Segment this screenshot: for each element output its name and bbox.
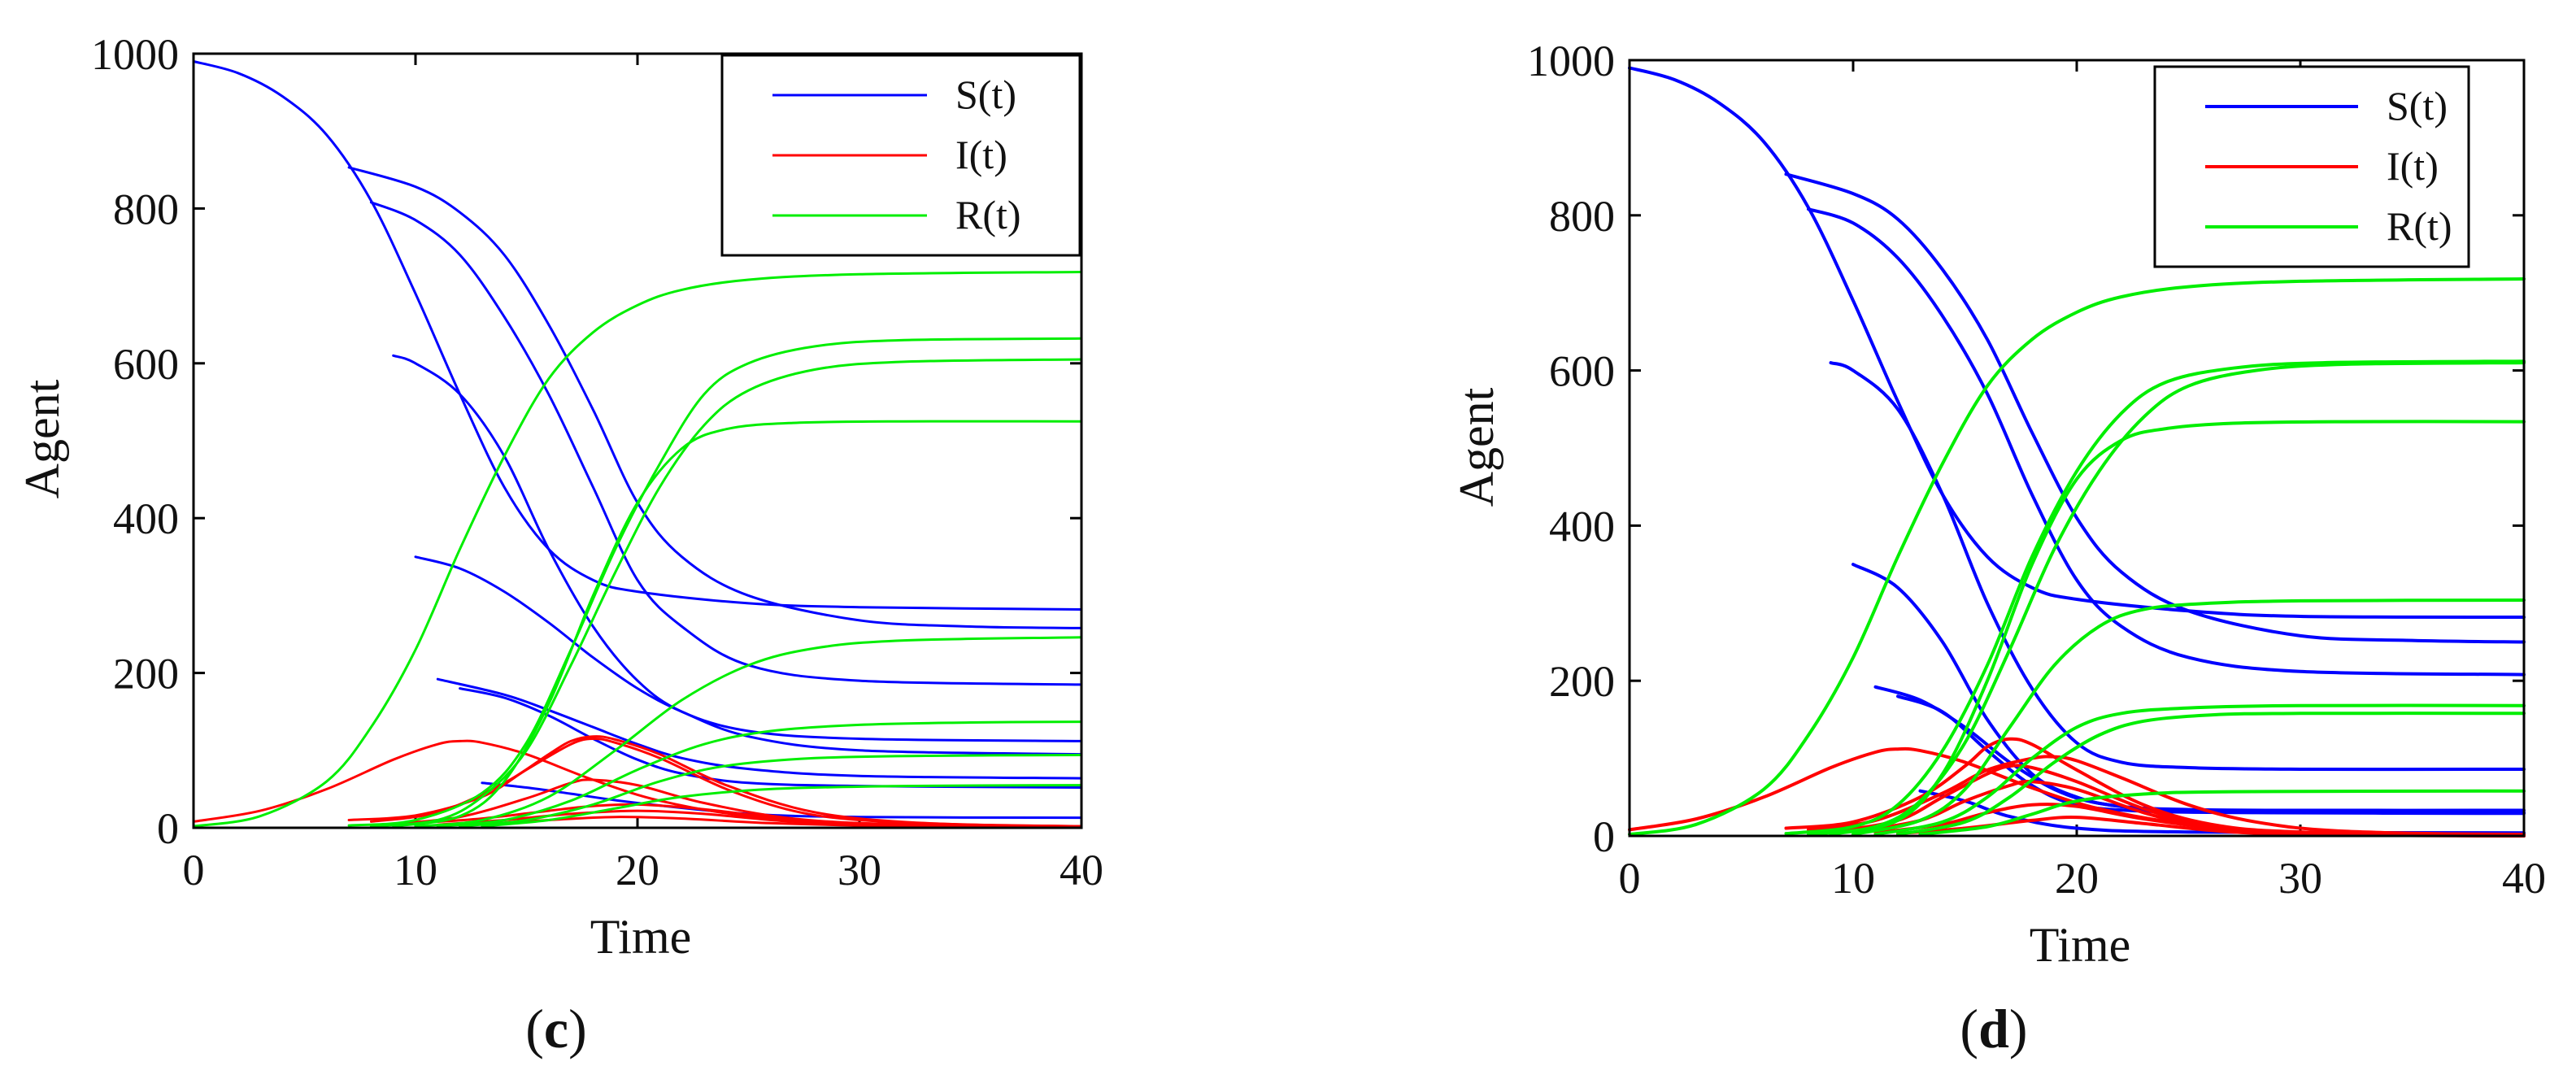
legend-entry-i: I(t) bbox=[772, 132, 1007, 177]
x-ticks: 0 10 20 30 40 bbox=[1619, 60, 2546, 903]
legend: S(t) I(t) R(t) bbox=[2153, 65, 2470, 268]
series-line-s-1 bbox=[347, 166, 1083, 629]
series-line-r-22 bbox=[1918, 789, 2526, 837]
x-tick-label: 20 bbox=[616, 846, 659, 894]
series-line-r-15 bbox=[192, 271, 1083, 828]
series-line-r-19 bbox=[414, 636, 1083, 828]
x-tick-label: 40 bbox=[1060, 846, 1103, 894]
series-line-s-2 bbox=[369, 201, 1083, 686]
series-line-s-3 bbox=[1829, 361, 2526, 772]
x-tick-label: 10 bbox=[1831, 854, 1875, 903]
legend-entry-i: I(t) bbox=[2205, 143, 2439, 189]
panel-d: Agent Time (d) 0 200 400 600 800 1000 0 10 20 30… bbox=[1450, 37, 2546, 1060]
y-tick-label: 0 bbox=[157, 804, 179, 853]
y-tick-label: 1000 bbox=[1527, 37, 1615, 85]
series-line-r-17 bbox=[1807, 361, 2526, 837]
legend-label-s: S(t) bbox=[2387, 83, 2448, 128]
legend-label-r: R(t) bbox=[2387, 203, 2452, 249]
x-tick-label: 30 bbox=[2278, 854, 2322, 903]
series-line-r-22 bbox=[481, 784, 1083, 828]
series-line-r-19 bbox=[1852, 598, 2526, 837]
series-line-i-10 bbox=[1807, 755, 2526, 837]
y-tick-label: 400 bbox=[1549, 502, 1615, 551]
panel-c: Agent Time (c) 0 200 400 600 800 1000 0 10 20 30… bbox=[15, 30, 1103, 1060]
x-tick-label: 40 bbox=[2502, 854, 2546, 903]
y-axis-label: Agent bbox=[1450, 387, 1503, 507]
y-tick-label: 600 bbox=[113, 340, 179, 389]
y-tick-label: 200 bbox=[113, 650, 179, 698]
legend-entry-r: R(t) bbox=[772, 192, 1021, 237]
series-line-r-17 bbox=[369, 358, 1083, 828]
x-tick-label: 10 bbox=[394, 846, 437, 894]
panel-label: (c) bbox=[525, 998, 587, 1060]
series-line-r-20 bbox=[1873, 703, 2526, 837]
y-ticks: 0 200 400 600 800 1000 bbox=[91, 30, 1081, 853]
series-layer bbox=[192, 60, 1083, 829]
legend-entry-s: S(t) bbox=[2205, 83, 2448, 128]
panel-label: (d) bbox=[1960, 998, 2027, 1060]
y-ticks: 0 200 400 600 800 1000 bbox=[1527, 37, 2524, 861]
y-axis-label: Agent bbox=[15, 379, 69, 498]
y-tick-label: 800 bbox=[1549, 192, 1615, 241]
legend-entry-s: S(t) bbox=[772, 72, 1016, 117]
series-line-i-10 bbox=[369, 735, 1083, 828]
x-ticks: 0 10 20 30 40 bbox=[183, 54, 1103, 894]
legend-entry-r: R(t) bbox=[2205, 203, 2452, 249]
y-tick-label: 400 bbox=[113, 494, 179, 543]
series-line-s-3 bbox=[392, 354, 1083, 742]
x-axis-label: Time bbox=[2030, 918, 2131, 972]
x-tick-label: 30 bbox=[838, 846, 881, 894]
legend-label-r: R(t) bbox=[955, 192, 1021, 237]
x-tick-label: 0 bbox=[1619, 854, 1641, 903]
series-line-s-4 bbox=[414, 555, 1083, 756]
series-layer bbox=[1628, 66, 2526, 838]
series-line-r-15 bbox=[1628, 277, 2526, 837]
legend: S(t) I(t) R(t) bbox=[720, 54, 1081, 257]
legend-label-i: I(t) bbox=[955, 132, 1007, 177]
x-axis-label: Time bbox=[590, 910, 692, 964]
series-line-s-5 bbox=[436, 677, 1083, 780]
series-line-r-18 bbox=[1829, 420, 2526, 837]
y-tick-label: 600 bbox=[1549, 347, 1615, 396]
plot-frame bbox=[1628, 59, 2526, 838]
y-tick-label: 800 bbox=[113, 185, 179, 233]
legend-label-i: I(t) bbox=[2387, 143, 2439, 189]
series-line-r-18 bbox=[392, 420, 1083, 828]
series-line-r-16 bbox=[1784, 359, 2526, 836]
y-tick-label: 200 bbox=[1549, 657, 1615, 706]
series-line-r-21 bbox=[459, 754, 1083, 828]
y-tick-label: 0 bbox=[1593, 812, 1615, 861]
x-tick-label: 0 bbox=[183, 846, 205, 894]
legend-label-s: S(t) bbox=[955, 72, 1016, 117]
series-line-r-20 bbox=[436, 720, 1083, 828]
series-line-r-21 bbox=[1896, 712, 2526, 837]
plot-frame bbox=[192, 52, 1083, 829]
y-tick-label: 1000 bbox=[91, 30, 179, 79]
x-tick-label: 20 bbox=[2055, 854, 2099, 903]
